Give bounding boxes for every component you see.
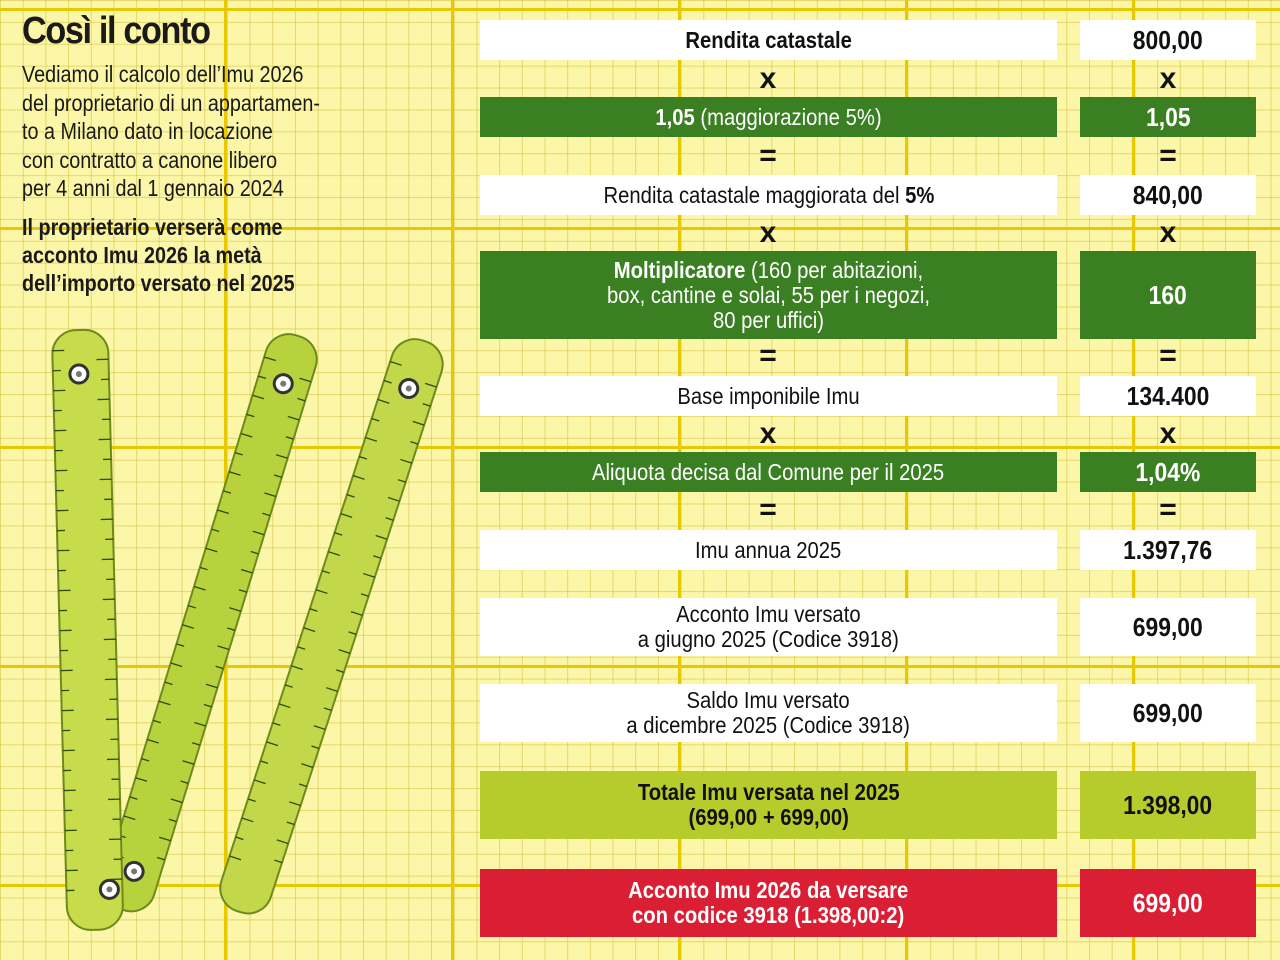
page-title: Così il conto <box>22 8 445 54</box>
equals-operator: = <box>738 341 798 371</box>
row-8-value: 699,00 <box>1080 598 1256 656</box>
row-5-label: Base imponibile Imu <box>480 376 1057 416</box>
intro-description: Vediamo il calcolo dell’Imu 2026 del pro… <box>22 60 426 203</box>
times-operator: x <box>1138 64 1198 94</box>
equals-operator: = <box>1138 341 1198 371</box>
ruler-segment-1 <box>52 329 124 930</box>
equals-operator: = <box>1138 141 1198 171</box>
row-9-value: 699,00 <box>1080 684 1256 742</box>
times-operator: x <box>1138 218 1198 248</box>
intro-note: Il proprietario verserà come acconto Imu… <box>22 213 426 297</box>
row-11-label: Acconto Imu 2026 da versare con codice 3… <box>480 869 1057 937</box>
row-9-label: Saldo Imu versato a dicembre 2025 (Codic… <box>480 684 1057 742</box>
row-6-label: Aliquota decisa dal Comune per il 2025 <box>480 452 1057 492</box>
row-10-label: Totale Imu versata nel 2025 (699,00 + 69… <box>480 771 1057 839</box>
equals-operator: = <box>738 495 798 525</box>
row-5-value: 134.400 <box>1080 376 1256 416</box>
row-7-label: Imu annua 2025 <box>480 530 1057 570</box>
row-4-label: Moltiplicatore (160 per abitazioni, box,… <box>480 251 1057 339</box>
row-7-value: 1.397,76 <box>1080 530 1256 570</box>
times-operator: x <box>738 64 798 94</box>
times-operator: x <box>738 419 798 449</box>
row-11-value: 699,00 <box>1080 869 1256 937</box>
row-2-label: 1,05 (maggiorazione 5%) <box>480 97 1057 137</box>
row-10-value: 1.398,00 <box>1080 771 1256 839</box>
row-4-value: 160 <box>1080 251 1256 339</box>
equals-operator: = <box>1138 495 1198 525</box>
row-8-label: Acconto Imu versato a giugno 2025 (Codic… <box>480 598 1057 656</box>
row-3-value: 840,00 <box>1080 175 1256 215</box>
row-1-label: Rendita catastale <box>480 20 1057 60</box>
times-operator: x <box>738 218 798 248</box>
times-operator: x <box>1138 419 1198 449</box>
folding-ruler-illustration <box>0 300 470 960</box>
row-2-value: 1,05 <box>1080 97 1256 137</box>
intro: Così il conto Vediamo il calcolo dell’Im… <box>22 8 442 297</box>
row-6-value: 1,04% <box>1080 452 1256 492</box>
equals-operator: = <box>738 141 798 171</box>
row-3-label: Rendita catastale maggiorata del 5% <box>480 175 1057 215</box>
row-1-value: 800,00 <box>1080 20 1256 60</box>
